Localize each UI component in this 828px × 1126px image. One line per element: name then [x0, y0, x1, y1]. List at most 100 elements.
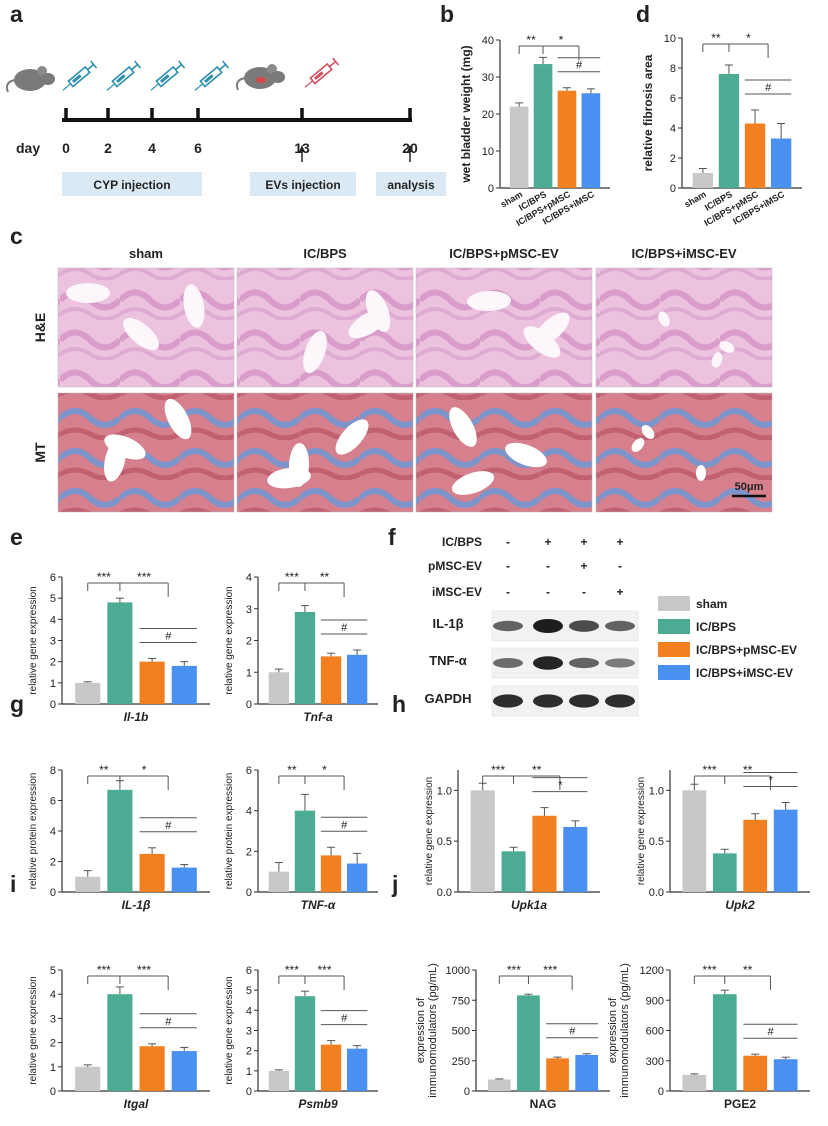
- chart-h1-sig2: **: [532, 763, 542, 777]
- syringe-icon-cyp-3: [194, 60, 230, 91]
- analysis-label-box: [376, 172, 446, 196]
- mouse-head: [271, 71, 285, 83]
- mouse-ear: [267, 64, 277, 74]
- wb-sign: -: [618, 559, 622, 573]
- chart-j2-ylabel: expression of: [607, 997, 619, 1063]
- wb-band: [569, 620, 599, 632]
- chart-i2-bar-1: [294, 996, 316, 1091]
- chart-g1-ytick-label: 0: [50, 887, 56, 899]
- chart-e2-sig3: #: [341, 622, 348, 634]
- syringe-icon-cyp-2: [150, 60, 186, 91]
- chart-g2-ylabel: relative protein expression: [224, 773, 235, 890]
- chart-g1-sig3: #: [165, 820, 172, 832]
- histology-image-1-0: [57, 392, 235, 513]
- chart-d-ytick-label: 6: [670, 93, 676, 105]
- wb-sign: -: [546, 585, 550, 599]
- panel-letter-f: f: [388, 524, 396, 550]
- chart-j1-bar-1: [517, 995, 540, 1091]
- legend-label-1: IC/BPS: [696, 620, 736, 634]
- chart-h2-bar-1: [712, 853, 737, 892]
- legend-label-3: IC/BPS+iMSC-EV: [696, 666, 793, 680]
- chart-h1-bar-0: [470, 790, 495, 892]
- chart-j1-ytick-label: 250: [452, 1056, 470, 1068]
- chart-e2-ytick-label: 0: [246, 699, 252, 711]
- histology-col-2: IC/BPS+pMSC-EV: [449, 246, 559, 261]
- chart-g2-bar-0: [268, 871, 290, 892]
- syringe-barrel: [309, 62, 333, 85]
- legend-swatch-2: [658, 642, 690, 657]
- chart-b-ytick-label: 0: [488, 183, 494, 195]
- chart-b-ytick-label: 10: [482, 146, 494, 158]
- chart-j2-bar-2: [743, 1055, 768, 1091]
- chart-i2-ytick-label: 6: [246, 965, 252, 977]
- histology-lumen: [631, 438, 645, 452]
- chart-g1-sig2: *: [142, 763, 147, 777]
- chart-e1-sig1: ***: [97, 570, 111, 584]
- chart-j1-sig2: ***: [543, 963, 557, 977]
- chart-d-ytick-label: 10: [664, 33, 676, 45]
- chart-j2-ylabel-2: immunomodulators (pg/mL): [619, 963, 631, 1098]
- mouse-icon-ic: [235, 64, 285, 91]
- chart-e1-ytick-label: 4: [50, 614, 56, 626]
- syringe-liquid: [159, 74, 170, 84]
- chart-g2-xlabel: TNF-α: [301, 898, 336, 912]
- chart-i1-ytick-label: 2: [50, 1038, 56, 1050]
- legend-swatch-0: [658, 596, 690, 611]
- chart-i1-bar-2: [139, 1046, 165, 1091]
- syringe-needle: [304, 80, 314, 88]
- chart-d-bar-2: [744, 123, 766, 188]
- chart-b-sig2: *: [559, 33, 564, 47]
- histology-lumen: [303, 330, 327, 374]
- chart-j1-ytick-label: 750: [452, 995, 470, 1007]
- chart-h1-ylabel: relative gene expression: [424, 777, 435, 885]
- histology-image-0-0: [57, 267, 235, 388]
- chart-h1-bar-3: [563, 826, 588, 892]
- wb-band: [605, 694, 635, 708]
- wb-sign: -: [582, 585, 586, 599]
- histology-lumen: [183, 284, 205, 328]
- chart-j2-ytick-label: 1200: [640, 965, 664, 977]
- panel-letter-g: g: [10, 691, 24, 717]
- chart-e2-bar-1: [294, 611, 316, 704]
- histology-col-1: IC/BPS: [303, 246, 347, 261]
- histology-image-1-3: [595, 392, 773, 513]
- wb-band: [605, 658, 635, 668]
- chart-i2-ytick-label: 2: [246, 1046, 252, 1058]
- chart-h2-ylabel: relative gene expression: [636, 777, 647, 885]
- chart-h2-sig2: **: [743, 763, 753, 777]
- chart-h2-bar-3: [773, 809, 798, 892]
- chart-b-sig3: #: [576, 60, 583, 72]
- histology-tissue: [57, 392, 235, 513]
- chart-e2-ylabel: relative gene expression: [224, 586, 235, 694]
- chart-b-bar-3: [581, 93, 601, 188]
- chart-h1-sig1: ***: [491, 763, 505, 777]
- scale-bar-label: 50μm: [735, 481, 764, 493]
- chart-e2-xlabel: Tnf-a: [303, 710, 333, 724]
- panel-letter-i: i: [10, 871, 16, 897]
- chart-i1-bar-0: [75, 1066, 101, 1091]
- chart-j1-ylabel: expression of: [415, 997, 427, 1063]
- histology-tissue: [595, 267, 773, 388]
- histology-lumen: [267, 467, 311, 489]
- syringe-icon-ev: [304, 57, 340, 88]
- legend-label-0: sham: [696, 597, 727, 611]
- chart-e2-sig2: **: [320, 570, 330, 584]
- wb-row-label-0: IC/BPS: [442, 535, 482, 549]
- wb-sign: +: [544, 535, 551, 549]
- syringe-plunger: [328, 60, 337, 68]
- syringe-liquid: [71, 74, 82, 84]
- chart-i2-xlabel: Psmb9: [298, 1097, 338, 1111]
- chart-j1-ytick-label: 1000: [446, 965, 470, 977]
- chart-i1-sig1: ***: [97, 963, 111, 977]
- wb-band-label-2: GAPDH: [425, 691, 472, 706]
- chart-g2-sig2: *: [322, 763, 327, 777]
- chart-b-ytick-label: 30: [482, 72, 494, 84]
- wb-sign: +: [580, 559, 587, 573]
- chart-i1-ylabel: relative gene expression: [28, 976, 39, 1084]
- chart-j1-ytick-label: 0: [464, 1086, 470, 1098]
- chart-i2-ytick-label: 5: [246, 985, 252, 997]
- chart-e1-bar-2: [139, 661, 165, 704]
- chart-e1-xlabel: Il-1b: [124, 710, 149, 724]
- histology-image-1-2: [415, 392, 593, 513]
- wb-band: [605, 620, 635, 632]
